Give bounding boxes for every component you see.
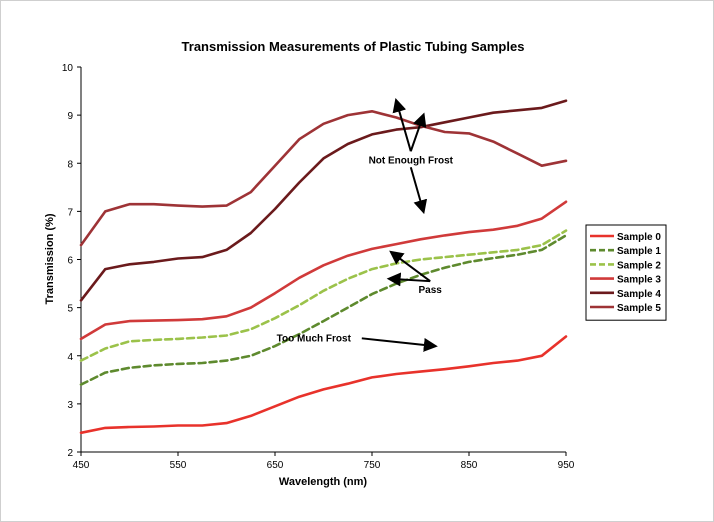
legend-entry: Sample 0 xyxy=(617,232,661,243)
series-line-2 xyxy=(79,229,568,362)
legend-box xyxy=(585,224,667,321)
y-tick-label: 5 xyxy=(67,304,73,315)
legend-entry: Sample 1 xyxy=(617,246,661,257)
x-tick-label: 650 xyxy=(267,460,284,471)
annotation-arrow xyxy=(361,337,438,352)
y-tick-label: 6 xyxy=(67,256,73,267)
y-tick-label: 4 xyxy=(67,352,73,363)
series-line-5 xyxy=(79,110,568,247)
chart-title: Transmission Measurements of Plastic Tub… xyxy=(182,39,525,54)
x-tick-label: 450 xyxy=(73,460,90,471)
y-tick-label: 7 xyxy=(67,207,73,218)
annotation-arrow xyxy=(392,97,412,152)
annotation-arrow xyxy=(389,250,431,282)
x-tick-label: 550 xyxy=(170,460,187,471)
series-line-1 xyxy=(79,234,568,386)
y-tick-label: 8 xyxy=(67,159,73,170)
y-tick-label: 10 xyxy=(62,63,74,74)
annotation-0: Not Enough Frost xyxy=(369,155,454,166)
series-line-3 xyxy=(79,200,568,341)
annotation-arrow xyxy=(386,272,431,287)
plot-area: 2 3 4 5 6 7 8 9 10 450 550 650 750 850 950 Not Enough F… xyxy=(62,63,575,471)
y-axis-label: Transmission (%) xyxy=(44,213,56,304)
legend-entry: Sample 2 xyxy=(617,260,661,271)
legend-entry: Sample 5 xyxy=(617,303,661,314)
series-line-0 xyxy=(79,335,568,435)
series-line-4 xyxy=(79,99,568,302)
x-tick-label: 750 xyxy=(364,460,381,471)
annotation-arrow xyxy=(409,112,427,152)
annotation-1: Pass xyxy=(419,285,443,296)
y-tick-label: 2 xyxy=(67,448,73,459)
x-tick-label: 950 xyxy=(558,460,575,471)
legend-entry: Sample 4 xyxy=(617,289,661,300)
y-tick-label: 9 xyxy=(67,111,73,122)
legend: Sample 0 Sample 1 Sample 2 Sample 3 Sample 4… xyxy=(585,224,667,321)
annotation-arrow xyxy=(409,166,428,215)
legend-entry: Sample 3 xyxy=(617,275,661,286)
x-tick-label: 850 xyxy=(461,460,478,471)
y-tick-label: 3 xyxy=(67,400,73,411)
x-axis-label: Wavelength (nm) xyxy=(279,476,368,488)
annotation-2: Too Much Frost xyxy=(277,333,352,344)
